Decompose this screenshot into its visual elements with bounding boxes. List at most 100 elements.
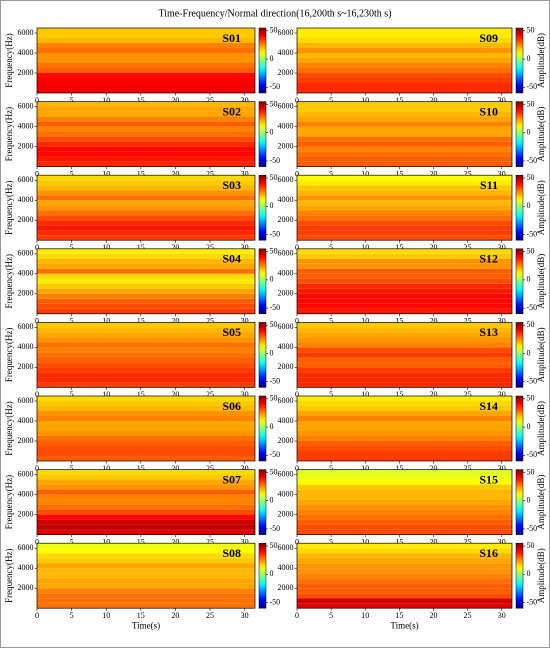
heat-band: [297, 451, 512, 456]
colorbar-tick-label: 50: [527, 320, 535, 329]
x-tick-label: 20: [171, 96, 179, 105]
y-tick-label: 6000: [278, 396, 294, 405]
x-tick-label: 15: [137, 611, 145, 620]
heat-band: [37, 101, 255, 107]
heat-band: [37, 288, 255, 294]
y-tick-label: 6000: [18, 28, 34, 37]
panel-label: S09: [479, 31, 498, 45]
x-tick-label: 15: [395, 317, 403, 326]
colorbar-tick-label: 0: [527, 275, 531, 284]
panel-label: S15: [479, 472, 498, 486]
colorbar: [258, 322, 267, 388]
heat-band: [37, 347, 255, 353]
heat-band: [37, 298, 255, 304]
heat-band: [297, 28, 512, 33]
heat-band: [297, 489, 512, 495]
x-tick-label: 10: [102, 96, 110, 105]
colorbar-tick-label: -50: [270, 303, 281, 312]
heat-band: [37, 446, 255, 451]
x-tick-label: 15: [137, 390, 145, 399]
heat-band: [37, 151, 255, 157]
heat-band: [297, 263, 512, 269]
y-tick-label: 2000: [18, 436, 34, 445]
y-tick-label: 4000: [18, 269, 34, 278]
colorbar-tick-label: 50: [527, 394, 535, 403]
plot-frame: [296, 322, 513, 388]
y-tick-label: 2000: [278, 68, 294, 77]
x-tick-label: 5: [329, 611, 333, 620]
heat-band: [297, 33, 512, 38]
heat-band: [297, 185, 512, 191]
x-tick-label: 0: [295, 96, 299, 105]
y-tick-label: 6000: [18, 175, 34, 184]
x-tick-label: 10: [102, 169, 110, 178]
y-tick-label: 4000: [278, 121, 294, 130]
x-tick-label: 25: [464, 464, 472, 473]
heat-band: [297, 73, 512, 78]
x-tick-label: 15: [137, 243, 145, 252]
x-tick-label: 25: [464, 96, 472, 105]
heat-band: [37, 514, 255, 520]
y-axis-label: Frequency(Hz): [4, 180, 14, 234]
heat-band: [297, 175, 512, 181]
heat-band: [297, 195, 512, 201]
x-tick-label: 0: [35, 464, 39, 473]
x-tick-label: 25: [464, 390, 472, 399]
colorbar: [258, 27, 267, 94]
x-axis-label: Time(s): [390, 620, 418, 630]
x-tick-label: 5: [329, 96, 333, 105]
x-tick-label: 20: [430, 317, 438, 326]
y-tick-label: 2000: [18, 68, 34, 77]
heat-band: [37, 136, 255, 142]
heat-band: [37, 63, 255, 68]
y-tick-label: 2000: [278, 215, 294, 224]
colorbar: [515, 27, 524, 94]
y-tick-label: 2000: [278, 141, 294, 150]
heat-band: [297, 151, 512, 157]
x-tick-label: 25: [206, 169, 214, 178]
heat-band: [297, 456, 512, 461]
x-tick-label: 15: [395, 243, 403, 252]
heat-band: [297, 406, 512, 411]
heat-band: [37, 195, 255, 201]
x-tick-label: 30: [241, 243, 249, 252]
heat-band: [37, 489, 255, 495]
colorbar: [515, 322, 524, 388]
heat-band: [297, 248, 512, 254]
heat-band: [37, 88, 255, 93]
x-tick-label: 15: [137, 96, 145, 105]
heat-band: [37, 529, 255, 535]
panel-label: S03: [222, 178, 241, 192]
heat-band: [37, 484, 255, 490]
heat-band: [37, 141, 255, 147]
colorbar: [515, 542, 524, 609]
x-axis-label: Time(s): [132, 620, 160, 630]
colorbar-tick-label: 0: [270, 275, 274, 284]
plot-frame: [36, 322, 256, 388]
heat-band: [297, 479, 512, 485]
panel-label: S01: [222, 31, 241, 45]
x-tick-label: 5: [329, 169, 333, 178]
colorbar-tick-label: -50: [270, 450, 281, 459]
x-tick-label: 10: [102, 537, 110, 546]
heat-band: [297, 63, 512, 68]
y-tick-label: 6000: [278, 469, 294, 478]
heat-band: [297, 529, 512, 535]
colorbar: [515, 101, 524, 167]
heat-band: [297, 469, 512, 475]
heat-band: [37, 357, 255, 363]
x-tick-label: 15: [395, 96, 403, 105]
x-tick-label: 20: [171, 390, 179, 399]
colorbar: [258, 248, 267, 315]
heat-band: [297, 116, 512, 122]
plot-frame: [296, 542, 513, 609]
x-tick-label: 20: [171, 611, 179, 620]
colorbar-tick-label: 50: [270, 320, 278, 329]
x-tick-label: 25: [206, 464, 214, 473]
colorbar-tick-label: 0: [527, 201, 531, 210]
heat-band: [37, 367, 255, 373]
y-tick-label: 2000: [18, 141, 34, 150]
colorbar-label: Amplitude(dB): [536, 107, 546, 162]
heat-band: [297, 524, 512, 530]
heat-band: [37, 509, 255, 515]
